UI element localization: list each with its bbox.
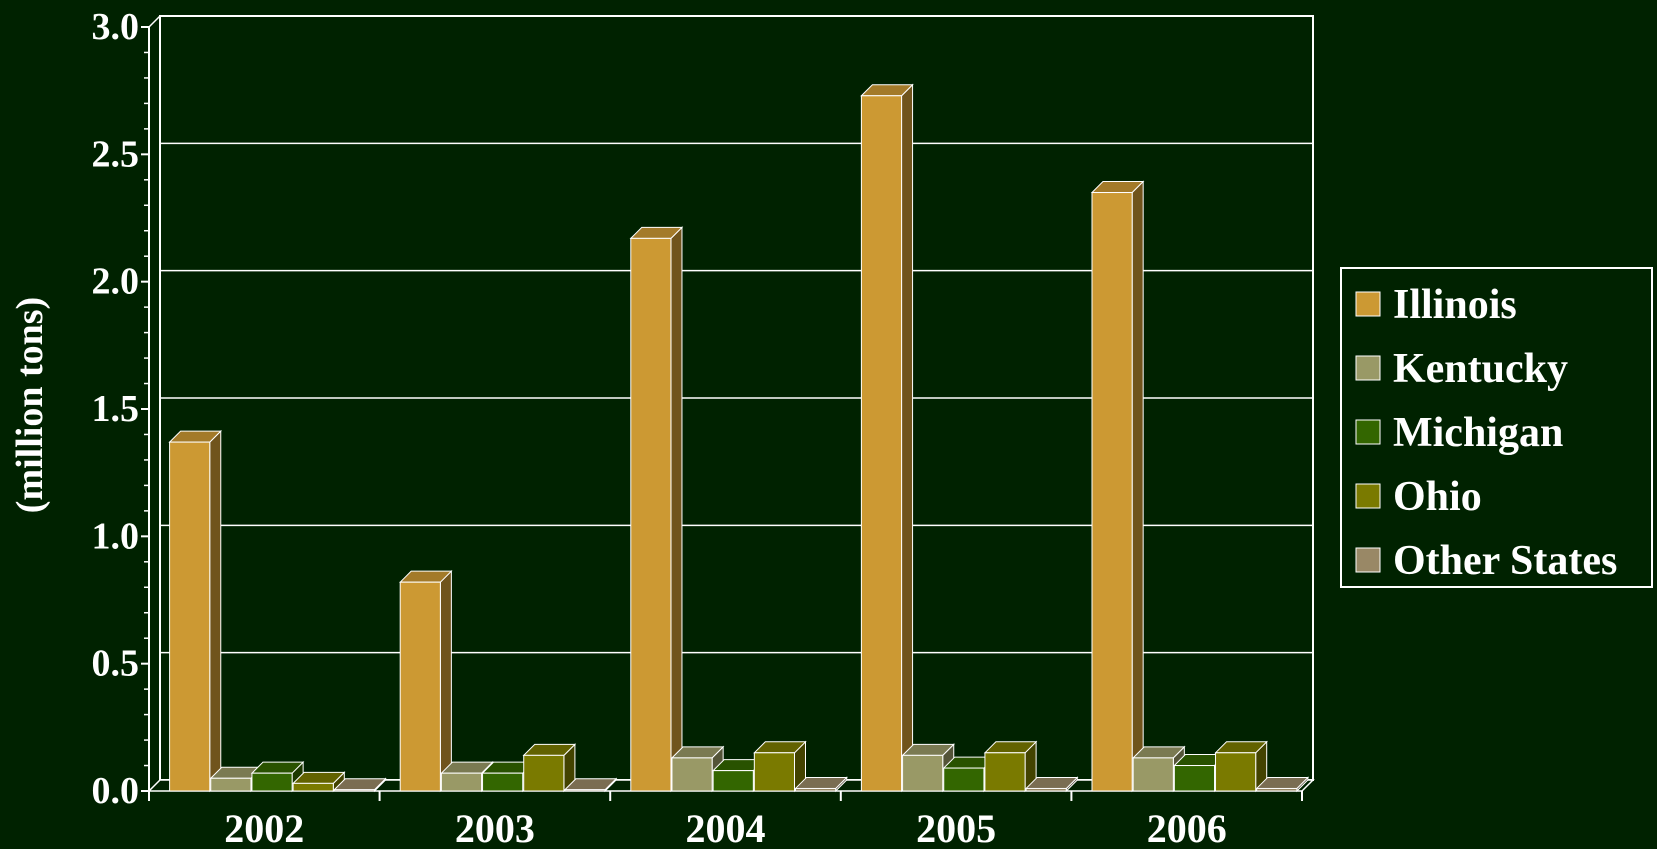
bar-side	[439, 569, 452, 793]
y-axis-cap	[148, 15, 161, 28]
x-tick-label: 2002	[224, 806, 304, 849]
bar	[753, 740, 807, 793]
bar-front	[440, 772, 483, 792]
legend-label: Other States	[1393, 538, 1617, 584]
bar-front	[984, 752, 1026, 792]
bar-front	[1173, 765, 1216, 792]
y-tick-label: 1.0	[92, 515, 140, 557]
legend-swatch	[1355, 483, 1381, 509]
x-axis: 2002 2003 2004 2005 2006	[148, 791, 1303, 849]
y-axis: 0.0 0.5 1.0 1.5 2.0 2.5 3.0	[92, 6, 161, 812]
bar	[563, 777, 618, 793]
bar	[291, 771, 346, 793]
legend-label: Michigan	[1393, 410, 1563, 456]
x-tick-label: 2005	[916, 806, 996, 849]
bar-front	[795, 787, 837, 792]
y-tick-label: 0.0	[92, 770, 140, 812]
legend-swatch	[1355, 547, 1381, 573]
gridlines	[160, 15, 1313, 654]
bar	[209, 766, 264, 793]
bar	[1024, 776, 1079, 793]
legend-label: Ohio	[1393, 474, 1482, 520]
bar	[860, 83, 914, 793]
bar	[901, 743, 955, 793]
bar-side	[1131, 180, 1144, 793]
bar	[522, 743, 577, 793]
bar	[1214, 740, 1268, 793]
legend-label: Kentucky	[1393, 346, 1568, 392]
bar-front	[1025, 787, 1067, 792]
bar-front	[712, 770, 754, 792]
bars	[168, 83, 1310, 793]
bar-front	[860, 95, 903, 792]
bar-front	[251, 772, 293, 792]
bar-front	[1256, 787, 1298, 792]
bar	[1255, 776, 1310, 793]
y-tick-label: 0.5	[92, 643, 140, 685]
bar-front	[399, 581, 441, 792]
bar-front	[333, 789, 375, 792]
bar-front	[1215, 752, 1257, 792]
bar	[333, 777, 387, 793]
legend-swatch	[1355, 419, 1381, 445]
bar-front	[902, 754, 944, 792]
y-tick-label: 1.5	[92, 388, 140, 430]
bar	[794, 776, 848, 793]
legend-swatch	[1355, 355, 1381, 381]
bar	[398, 569, 453, 793]
bar-front	[523, 754, 565, 792]
bar-front	[564, 789, 606, 792]
y-tick-label: 2.0	[92, 261, 140, 303]
bar	[168, 429, 222, 793]
legend-box	[1340, 267, 1653, 588]
x-tick-label: 2003	[455, 806, 535, 849]
bar-front	[1132, 757, 1174, 792]
bar-front	[671, 757, 713, 792]
bar	[629, 226, 684, 793]
bar-front	[482, 772, 524, 792]
bar-front	[753, 752, 796, 792]
bar-front	[169, 441, 211, 792]
bar-side	[209, 429, 222, 793]
bar-front	[210, 777, 252, 792]
legend-swatch	[1355, 291, 1381, 317]
bar-front	[943, 767, 985, 792]
bar-front	[630, 237, 672, 792]
legend: Illinois Kentucky Michigan Ohio Other States	[1340, 267, 1653, 588]
y-tick-label: 3.0	[92, 6, 140, 48]
x-tick-label: 2004	[686, 806, 766, 849]
bar-side	[670, 226, 683, 793]
legend-label: Illinois	[1393, 282, 1517, 328]
y-axis-title: (million tons)	[9, 297, 51, 513]
bar-side	[901, 83, 914, 793]
bar-front	[292, 782, 334, 792]
bar	[1090, 180, 1145, 793]
bar	[983, 740, 1038, 793]
y-tick-label: 2.5	[92, 133, 140, 175]
x-tick-label: 2006	[1147, 806, 1227, 849]
bar-front	[1091, 192, 1133, 792]
